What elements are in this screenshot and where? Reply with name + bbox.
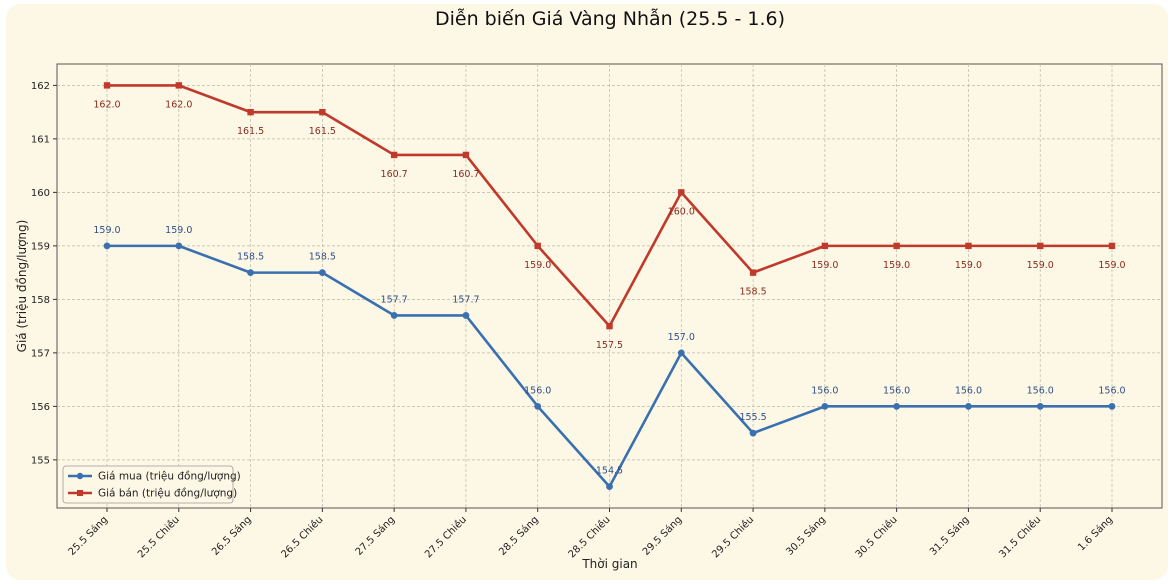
series-point xyxy=(821,402,829,410)
y-tick-label: 159 xyxy=(31,241,50,252)
data-label: 159.0 xyxy=(811,260,838,271)
data-label: 156.0 xyxy=(1098,385,1125,396)
x-tick-label: 28.5 Chiều xyxy=(566,514,613,561)
series-point xyxy=(390,151,398,159)
x-tick-label: 29.5 Chiều xyxy=(709,514,756,561)
legend-marker-0 xyxy=(76,472,84,480)
data-label: 156.0 xyxy=(811,385,838,396)
data-label: 157.5 xyxy=(596,340,623,351)
legend: Giá mua (triệu đồng/lượng) Giá bán (triệu… xyxy=(62,465,241,504)
series-point xyxy=(175,82,182,89)
data-label: 156.0 xyxy=(955,385,982,396)
x-tick-label: 31.5 Sáng xyxy=(927,514,971,558)
series-point xyxy=(1036,402,1044,410)
data-labels: 159.0 159.0 158.5 158.5 157.7 157.7 156.0 154.5… xyxy=(93,99,1125,476)
series-point xyxy=(606,322,613,330)
series-point xyxy=(319,108,326,116)
data-label: 161.5 xyxy=(237,126,264,137)
x-axis-ticks: 25.5 Sáng 25.5 Chiều 26.5 Sáng 26.5 Chiều 27… xyxy=(66,508,1115,560)
series-point xyxy=(821,242,829,250)
legend-box xyxy=(62,465,234,504)
data-label: 157.7 xyxy=(452,294,479,305)
data-label: 157.0 xyxy=(668,332,695,343)
data-label: 156.0 xyxy=(524,385,551,396)
series-point xyxy=(893,242,900,250)
series-point xyxy=(175,242,183,250)
y-tick-label: 157 xyxy=(31,348,50,359)
data-label: 158.5 xyxy=(739,287,766,298)
data-label: 156.0 xyxy=(1027,385,1054,396)
series-point xyxy=(678,189,685,196)
data-label: 158.5 xyxy=(237,252,264,263)
series-layer xyxy=(103,82,1116,491)
x-tick-label: 28.5 Sáng xyxy=(497,514,541,558)
data-label: 161.5 xyxy=(309,126,336,137)
series-point xyxy=(1108,242,1116,250)
series-point xyxy=(534,242,541,250)
data-label: 158.5 xyxy=(309,252,336,263)
series-point xyxy=(103,242,111,250)
x-tick-label: 30.5 Chiều xyxy=(853,514,900,561)
data-label: 159.0 xyxy=(1027,260,1054,271)
y-tick-label: 161 xyxy=(31,134,50,145)
series-point xyxy=(606,483,613,491)
series-point xyxy=(1037,242,1044,250)
data-label: 160.7 xyxy=(381,169,408,180)
data-label: 159.0 xyxy=(955,260,982,271)
y-tick-label: 162 xyxy=(31,81,50,92)
x-tick-label: 26.5 Sáng xyxy=(209,514,253,558)
y-tick-label: 158 xyxy=(31,295,50,306)
series-point xyxy=(965,242,972,250)
series-point xyxy=(462,312,470,319)
data-label: 159.0 xyxy=(93,225,120,236)
x-axis-label: Thời gian xyxy=(581,557,637,571)
x-tick-label: 31.5 Chiều xyxy=(997,514,1044,561)
data-label: 160.0 xyxy=(668,206,695,217)
series-point xyxy=(749,429,757,437)
data-label: 160.7 xyxy=(452,169,479,180)
x-tick-label: 27.5 Chiều xyxy=(422,514,469,561)
series-point xyxy=(103,82,111,89)
x-tick-label: 26.5 Chiều xyxy=(279,514,326,561)
data-label: 159.0 xyxy=(524,260,551,271)
data-label: 154.5 xyxy=(596,466,623,477)
data-label: 156.0 xyxy=(883,385,910,396)
series-point xyxy=(965,402,972,410)
y-tick-label: 155 xyxy=(31,455,50,466)
y-tick-label: 160 xyxy=(31,188,50,199)
x-tick-label: 30.5 Sáng xyxy=(784,514,828,558)
series-point xyxy=(247,108,254,116)
data-label: 159.0 xyxy=(165,225,192,236)
series-point xyxy=(247,269,254,277)
x-tick-label: 27.5 Sáng xyxy=(353,514,397,558)
y-tick-label: 156 xyxy=(31,402,50,413)
series-point xyxy=(390,312,398,319)
series-point xyxy=(1108,402,1116,410)
legend-marker-1 xyxy=(77,490,83,496)
grid-lines xyxy=(57,64,1162,508)
data-label: 155.5 xyxy=(739,412,766,423)
series-point xyxy=(462,151,470,159)
series-point xyxy=(893,402,901,410)
x-tick-label: 29.5 Sáng xyxy=(640,514,684,558)
x-tick-label: 1.6 Sáng xyxy=(1075,514,1115,554)
data-label: 157.7 xyxy=(381,294,408,305)
y-axis-ticks: 155 156 157 158 159 160 161 162 xyxy=(31,81,57,466)
legend-label-0: Giá mua (triệu đồng/lượng) xyxy=(98,471,241,483)
data-label: 159.0 xyxy=(883,260,910,271)
series-point xyxy=(677,349,685,357)
x-tick-label: 25.5 Chiều xyxy=(135,514,182,561)
series-point xyxy=(318,269,326,277)
data-label: 162.0 xyxy=(165,99,192,110)
series-point xyxy=(749,269,757,276)
chart-title: Diễn biến Giá Vàng Nhẫn (25.5 - 1.6) xyxy=(435,7,785,30)
x-tick-label: 25.5 Sáng xyxy=(66,514,110,558)
data-label: 159.0 xyxy=(1098,260,1125,271)
series-point xyxy=(534,402,542,410)
legend-label-1: Giá bán (triệu đồng/lượng) xyxy=(98,488,237,500)
data-label: 162.0 xyxy=(93,99,120,110)
y-axis-label: Giá (triệu đồng/lượng) xyxy=(15,220,29,353)
